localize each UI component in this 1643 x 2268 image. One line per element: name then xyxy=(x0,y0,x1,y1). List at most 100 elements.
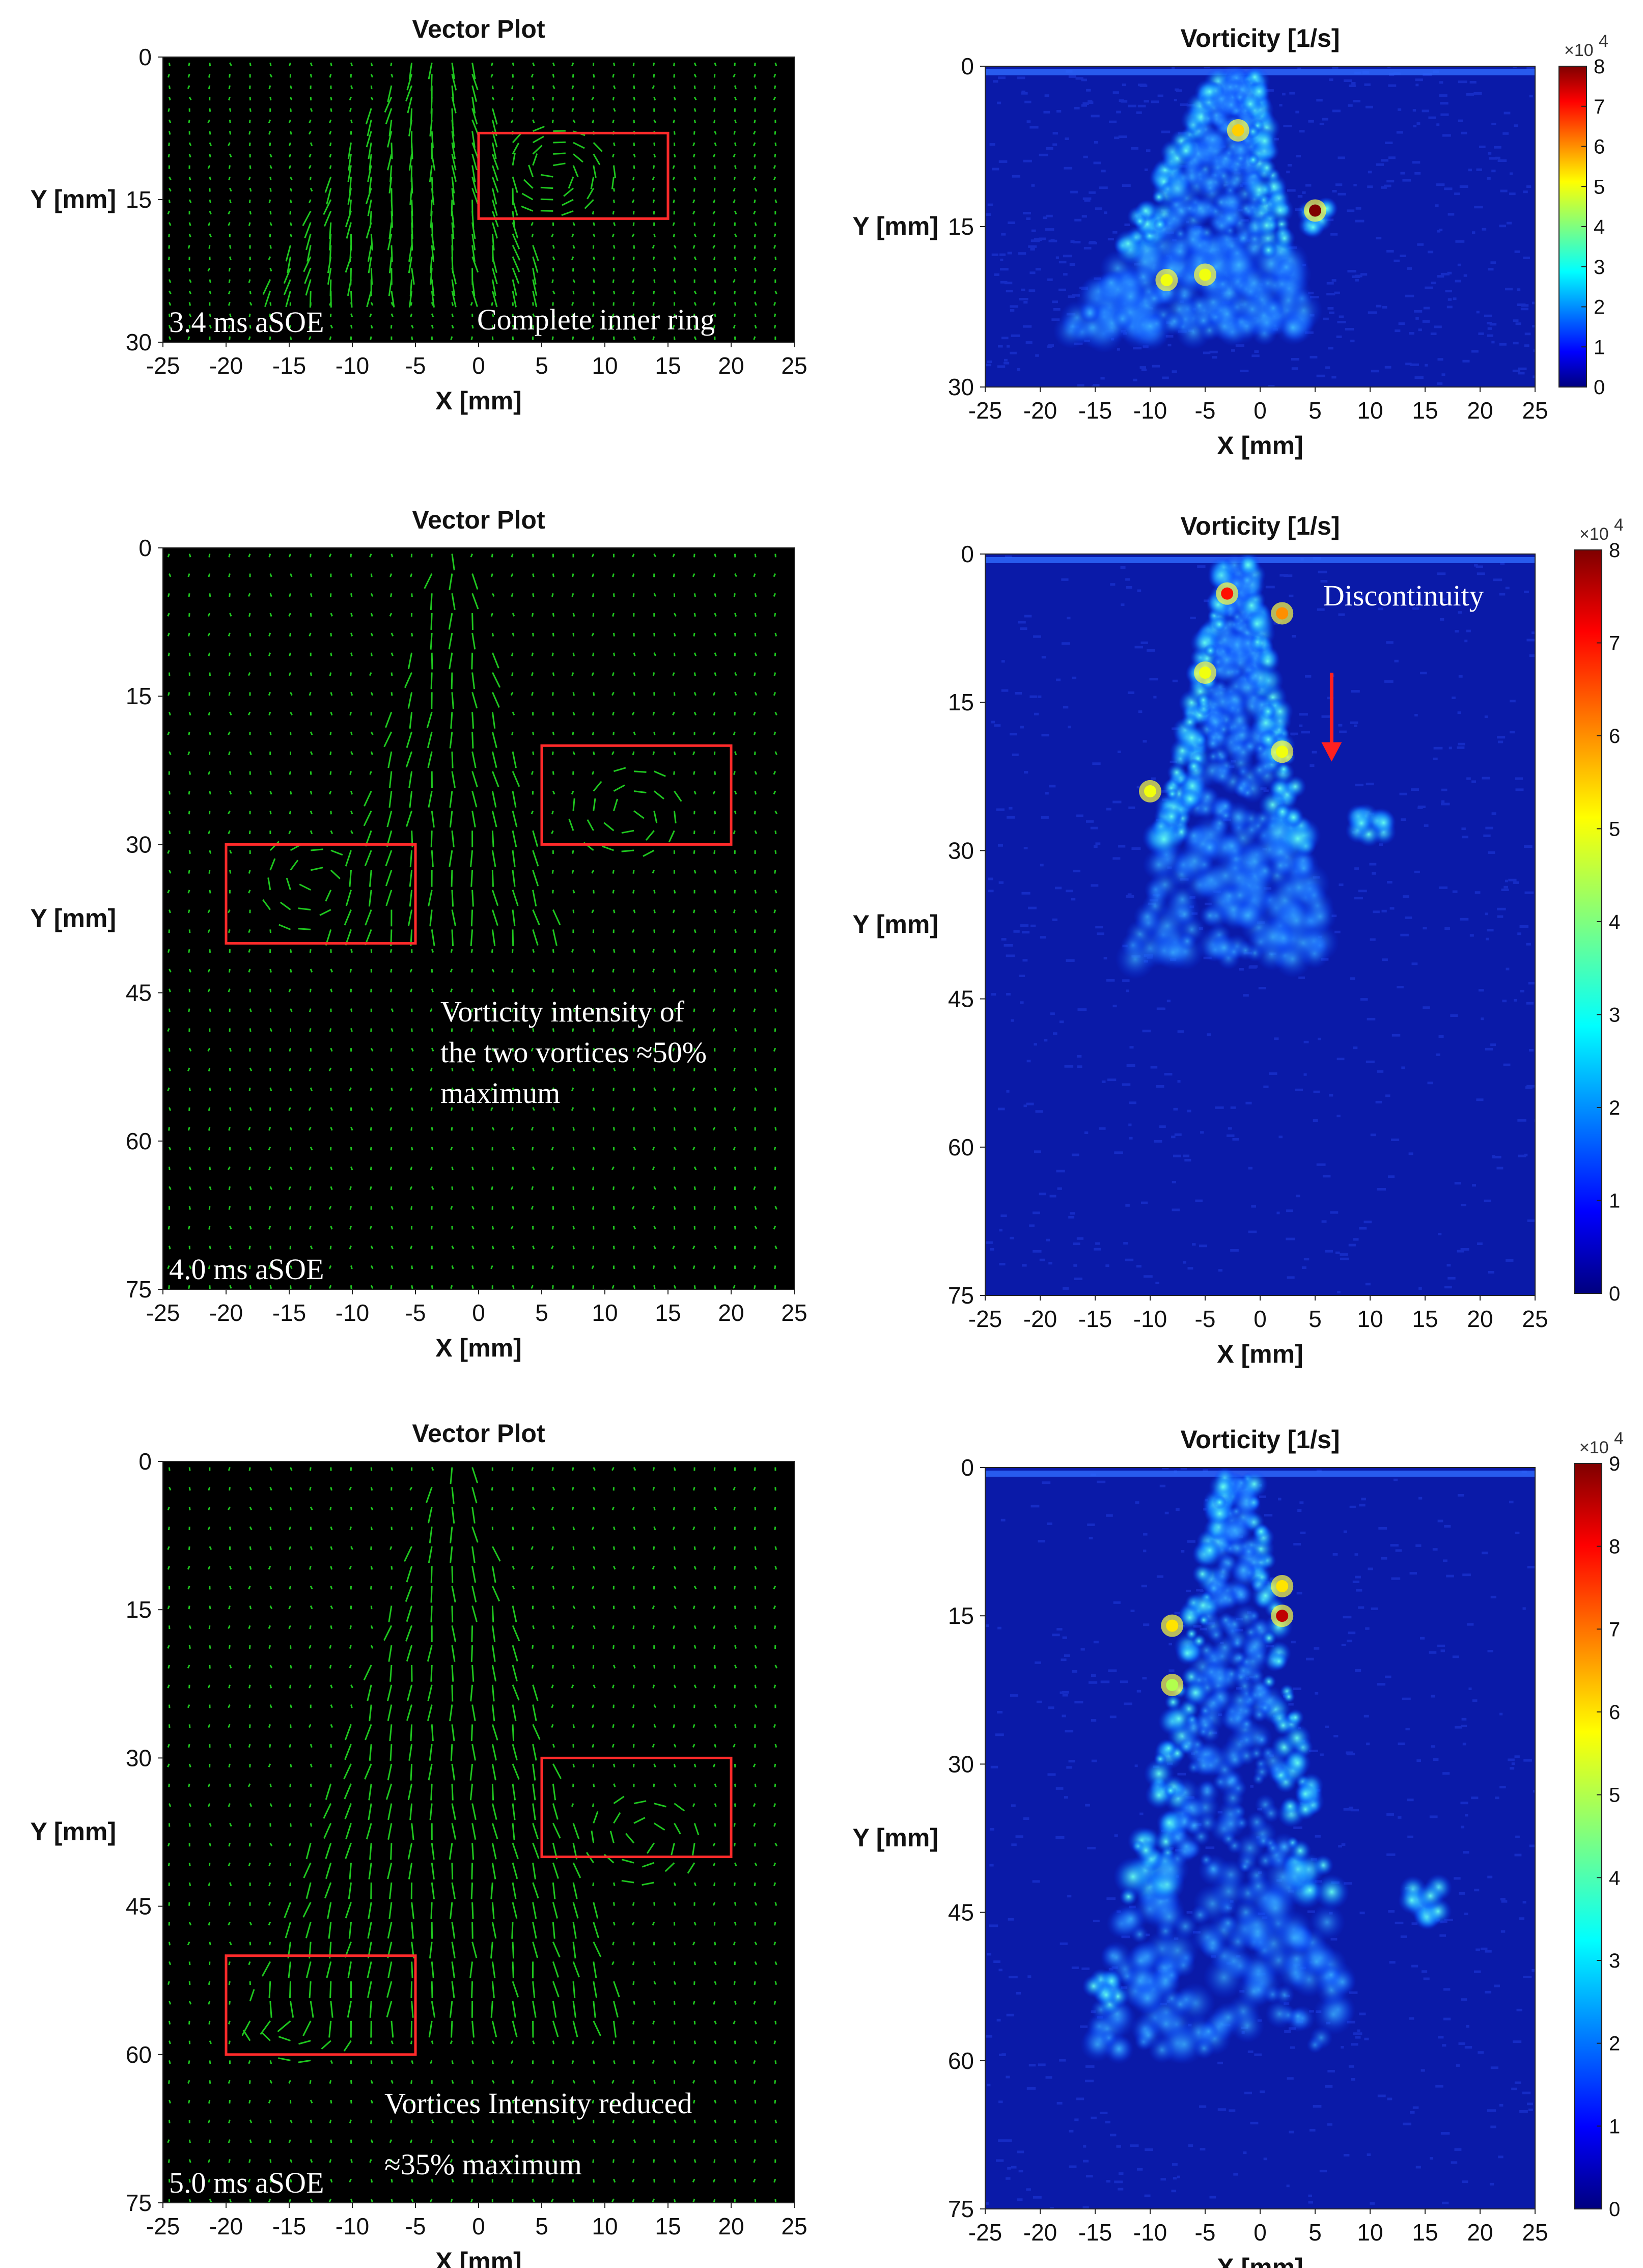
colorbar-exponent-base: ×10 xyxy=(1579,524,1609,544)
x-tick-label: -10 xyxy=(1133,397,1167,424)
vorticity-blob xyxy=(1233,780,1249,797)
x-tick-label: 20 xyxy=(1467,1306,1493,1332)
vorticity-blob xyxy=(1208,1473,1238,1502)
x-tick-label: 15 xyxy=(1412,397,1438,424)
plot-area xyxy=(163,1461,794,2203)
y-tick-label: 75 xyxy=(126,2190,152,2216)
vorticity-blob xyxy=(1210,933,1239,962)
secondary-vortex-blob xyxy=(1082,1975,1105,1998)
x-tick-label: 20 xyxy=(718,1299,744,1326)
colorbar-exponent-power: 4 xyxy=(1614,1429,1624,1448)
colorbar-tick-label: 1 xyxy=(1609,1190,1620,1212)
colorbar-tick-label: 2 xyxy=(1609,2033,1620,2055)
vorticity-blob xyxy=(1177,723,1207,753)
vorticity-blob xyxy=(1218,1913,1238,1933)
x-tick-label: 20 xyxy=(718,2213,744,2239)
y-tick-label: 30 xyxy=(948,837,974,864)
plot-title: Vector Plot xyxy=(412,15,545,43)
x-tick-label: -15 xyxy=(1078,2219,1112,2246)
nozzle-band xyxy=(985,557,1535,563)
annotation-line: ≈35% maximum xyxy=(384,2148,582,2181)
vorticity-blob xyxy=(1212,617,1227,632)
panel-4: Vorticity [1/s]Discontinuity012345678×10… xyxy=(852,512,1623,1368)
vorticity-blob xyxy=(1259,1701,1271,1714)
vorticity-blob xyxy=(1213,2002,1244,2033)
x-tick-label: -15 xyxy=(1078,1306,1112,1332)
x-tick-label: 0 xyxy=(1254,1306,1267,1332)
vorticity-blob xyxy=(1253,1763,1271,1781)
x-tick-label: -15 xyxy=(1078,397,1112,424)
vorticity-blob xyxy=(1267,698,1293,725)
vorticity-blob xyxy=(1309,1904,1345,1941)
hot-spot xyxy=(1276,607,1289,620)
colorbar-tick-label: 0 xyxy=(1609,1283,1620,1305)
colorbar-tick-label: 3 xyxy=(1609,1004,1620,1027)
vorticity-blob xyxy=(1160,1740,1177,1757)
vorticity-blob xyxy=(1221,95,1241,115)
vorticity-blob xyxy=(1226,708,1254,735)
vorticity-blob xyxy=(1137,313,1164,340)
vorticity-blob xyxy=(1115,939,1156,979)
vorticity-blob xyxy=(1210,1686,1231,1707)
vorticity-blob xyxy=(1155,935,1191,970)
vorticity-blob xyxy=(1216,206,1242,231)
plot-content xyxy=(985,1468,1535,2209)
vorticity-blob xyxy=(1250,1578,1265,1593)
x-tick-label: 5 xyxy=(1308,1306,1322,1332)
vorticity-blob xyxy=(1233,1603,1260,1630)
vorticity-blob xyxy=(1254,1732,1269,1747)
vorticity-blob xyxy=(1231,1557,1257,1583)
vorticity-blob xyxy=(1182,824,1206,848)
vorticity-blob xyxy=(1258,729,1278,750)
y-tick-label: 30 xyxy=(948,1751,974,1777)
vorticity-blob xyxy=(1292,856,1316,880)
x-tick-label: -10 xyxy=(1133,1306,1167,1332)
x-tick-label: 10 xyxy=(592,1299,618,1326)
y-tick-label: 75 xyxy=(948,2196,974,2222)
vorticity-blob xyxy=(1196,693,1211,708)
vortex-region-box xyxy=(540,1756,733,1859)
vorticity-blob xyxy=(1212,1561,1234,1583)
x-tick-label: -25 xyxy=(968,1306,1002,1332)
vorticity-blob xyxy=(1149,869,1181,901)
vorticity-blob xyxy=(1114,230,1142,258)
vorticity-blob xyxy=(1199,904,1221,927)
x-tick-label: 0 xyxy=(1254,397,1267,424)
plot-content: Discontinuity xyxy=(985,554,1535,1293)
vorticity-blob xyxy=(1235,1676,1255,1696)
colorbar-tick-label: 2 xyxy=(1609,1097,1620,1119)
hot-spot xyxy=(1166,1679,1179,1692)
vortex-region-box xyxy=(225,843,417,945)
vorticity-blob xyxy=(1153,217,1167,231)
vorticity-blob xyxy=(1166,196,1195,225)
colorbar-tick-label: 1 xyxy=(1594,336,1605,358)
y-tick-label: 15 xyxy=(948,1602,974,1629)
y-tick-label: 0 xyxy=(138,1448,152,1475)
colorbar-tick-label: 8 xyxy=(1609,539,1620,562)
vorticity-blob xyxy=(1134,1838,1158,1862)
y-axis-label: Y [mm] xyxy=(852,212,938,240)
x-tick-label: 25 xyxy=(781,352,807,379)
x-tick-label: -20 xyxy=(1023,397,1057,424)
x-tick-label: 20 xyxy=(1467,2219,1493,2246)
colorbar-exponent-base: ×10 xyxy=(1579,1438,1609,1457)
x-axis-label: X [mm] xyxy=(1217,1340,1303,1368)
vorticity-blob xyxy=(1080,303,1100,323)
y-tick-label: 30 xyxy=(948,374,974,400)
discontinuity-label: Discontinuity xyxy=(1323,579,1484,612)
vorticity-blob xyxy=(1237,200,1255,218)
plot-title: Vorticity [1/s] xyxy=(1180,1425,1340,1454)
vorticity-blob xyxy=(1182,1679,1209,1706)
x-axis-label: X [mm] xyxy=(435,1334,521,1362)
vorticity-blob xyxy=(1151,1850,1190,1889)
plot-content: 4.0 ms aSOE Vorticity intensity of the two… xyxy=(167,553,778,1289)
x-tick-label: 25 xyxy=(1522,2219,1548,2246)
vortex-region-box xyxy=(225,1954,417,2056)
vorticity-blob xyxy=(1194,1779,1220,1805)
vorticity-blob xyxy=(1132,214,1148,229)
vorticity-blob xyxy=(1207,106,1226,125)
x-tick-label: -25 xyxy=(146,2213,180,2239)
vorticity-blob xyxy=(1196,168,1226,198)
vorticity-blob xyxy=(1216,1809,1246,1839)
vorticity-blob xyxy=(1203,1956,1245,1999)
